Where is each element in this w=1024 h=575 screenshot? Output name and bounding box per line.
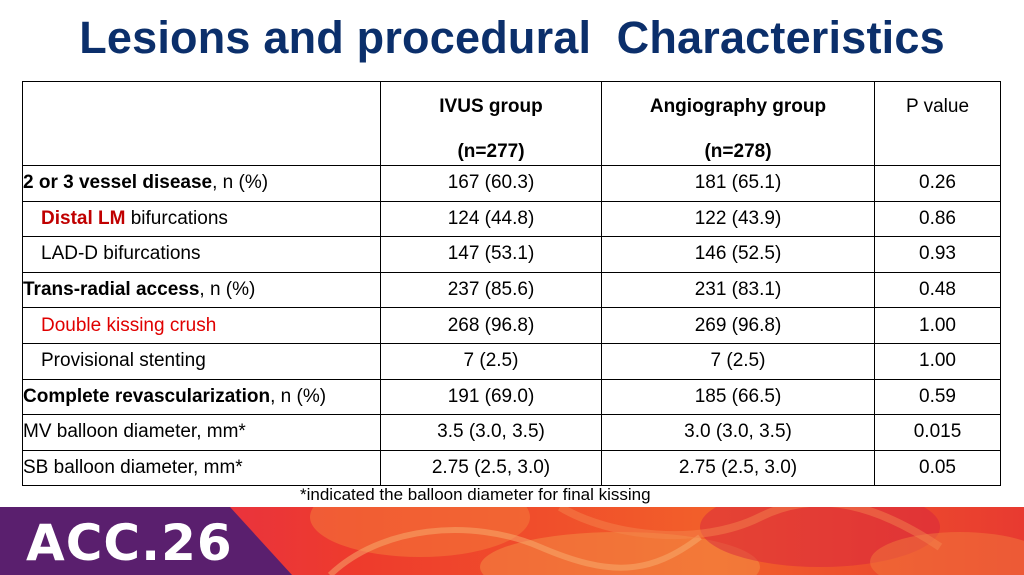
row-label: Trans-radial access, n (%) <box>22 271 381 309</box>
header-angio-n: (n=278) <box>704 141 772 162</box>
angio-value: 231 (83.1) <box>601 271 875 309</box>
angio-value: 3.0 (3.0, 3.5) <box>601 414 875 451</box>
angio-value: 2.75 (2.5, 3.0) <box>601 449 875 487</box>
ivus-value: 2.75 (2.5, 3.0) <box>380 449 602 487</box>
footer-graphic <box>0 507 1024 575</box>
row-label-bold: 2 or 3 vessel disease <box>23 172 213 194</box>
slide-title: Lesions and procedural Characteristics <box>79 12 945 63</box>
ivus-value: 237 (85.6) <box>380 271 602 309</box>
p-value: 1.00 <box>874 307 1001 344</box>
row-label-bold: Complete revascularization <box>23 385 271 407</box>
table-row: Double kissing crush 268 (96.8) 269 (96.… <box>22 307 1001 344</box>
footer-banner <box>0 507 1024 575</box>
header-ivus: IVUS group (n=277) <box>380 81 602 166</box>
row-label: 2 or 3 vessel disease, n (%) <box>22 165 381 202</box>
header-ivus-n: (n=277) <box>457 141 525 162</box>
angio-value: 7 (2.5) <box>601 342 875 380</box>
p-value: 0.26 <box>874 165 1001 202</box>
header-empty-cell <box>22 81 381 166</box>
angio-value: 146 (52.5) <box>601 236 875 273</box>
row-label-highlight: Distal LM <box>41 207 126 229</box>
row-label-rest: , n (%) <box>199 279 256 301</box>
row-label-bold: Trans-radial access <box>23 279 200 301</box>
table-row: Trans-radial access, n (%) 237 (85.6) 23… <box>22 271 1001 309</box>
acc-logo: ACC.26 <box>26 514 233 572</box>
table-row: Provisional stenting 7 (2.5) 7 (2.5) 1.0… <box>22 342 1001 380</box>
row-label: Distal LM bifurcations <box>22 200 381 238</box>
footnote: *indicated the balloon diameter for fina… <box>300 485 651 504</box>
characteristics-table: IVUS group (n=277) Angiography group (n=… <box>22 81 1001 487</box>
angio-value: 185 (66.5) <box>601 378 875 416</box>
table-header-row: IVUS group (n=277) Angiography group (n=… <box>22 81 1001 166</box>
p-value: 0.59 <box>874 378 1001 416</box>
row-label-highlight: Double kissing crush <box>41 314 217 336</box>
row-label-rest: bifurcations <box>125 207 228 229</box>
angio-value: 269 (96.8) <box>601 307 875 344</box>
ivus-value: 167 (60.3) <box>380 165 602 202</box>
ivus-value: 147 (53.1) <box>380 236 602 273</box>
table-row: SB balloon diameter, mm* 2.75 (2.5, 3.0)… <box>22 449 1001 487</box>
table-row: LAD-D bifurcations 147 (53.1) 146 (52.5)… <box>22 236 1001 273</box>
table-row: 2 or 3 vessel disease, n (%) 167 (60.3) … <box>22 165 1001 202</box>
row-label: SB balloon diameter, mm* <box>22 449 381 487</box>
p-value: 0.48 <box>874 271 1001 309</box>
row-label: MV balloon diameter, mm* <box>22 414 381 451</box>
ivus-value: 3.5 (3.0, 3.5) <box>380 414 602 451</box>
angio-value: 122 (43.9) <box>601 200 875 238</box>
ivus-value: 268 (96.8) <box>380 307 602 344</box>
table-row: Distal LM bifurcations 124 (44.8) 122 (4… <box>22 200 1001 238</box>
row-label-rest: , n (%) <box>270 385 327 407</box>
ivus-value: 191 (69.0) <box>380 378 602 416</box>
row-label: LAD-D bifurcations <box>22 236 381 273</box>
table-row: Complete revascularization, n (%) 191 (6… <box>22 378 1001 416</box>
p-value: 0.015 <box>874 414 1001 451</box>
ivus-value: 7 (2.5) <box>380 342 602 380</box>
row-label: Complete revascularization, n (%) <box>22 378 381 416</box>
p-value: 0.86 <box>874 200 1001 238</box>
row-label: Double kissing crush <box>22 307 381 344</box>
angio-value: 181 (65.1) <box>601 165 875 202</box>
header-p-label: P value <box>905 96 970 117</box>
p-value: 1.00 <box>874 342 1001 380</box>
ivus-value: 124 (44.8) <box>380 200 602 238</box>
row-label-rest: , n (%) <box>212 172 269 194</box>
p-value: 0.93 <box>874 236 1001 273</box>
header-p-value: P value <box>874 81 1001 166</box>
p-value: 0.05 <box>874 449 1001 487</box>
row-label: Provisional stenting <box>22 342 381 380</box>
header-angio: Angiography group (n=278) <box>601 81 875 166</box>
header-angio-label: Angiography group <box>649 96 827 117</box>
table-row: MV balloon diameter, mm* 3.5 (3.0, 3.5) … <box>22 414 1001 451</box>
header-ivus-label: IVUS group <box>439 96 543 117</box>
